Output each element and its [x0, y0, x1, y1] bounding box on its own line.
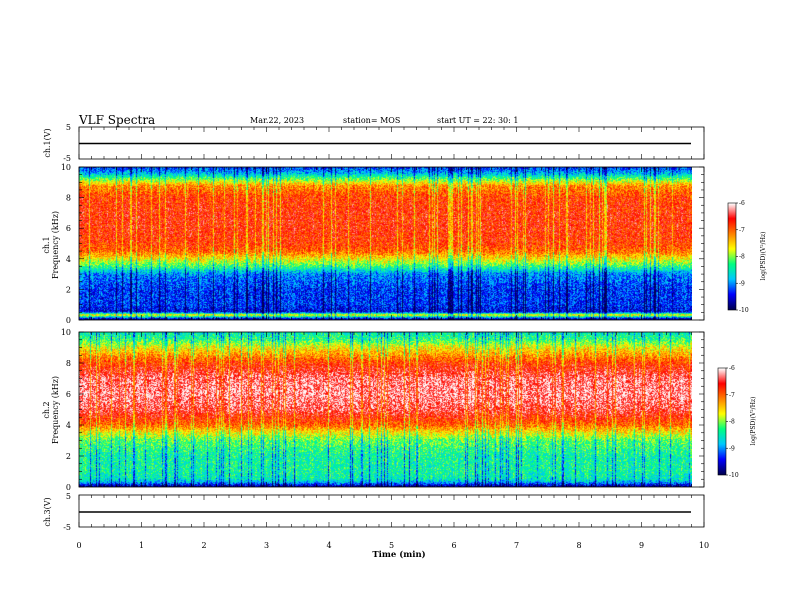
ch2-colorbar-tick-label: -7 [729, 392, 735, 399]
ch1-spectrogram-ytick-label: 8 [66, 194, 71, 203]
ch3-ytick-top: 5 [66, 492, 71, 501]
ch1-colorbar [728, 203, 736, 310]
ch1-colorbar-tick-label: -7 [739, 227, 745, 234]
ch2-spectrogram-channel-label: ch.2 [42, 401, 51, 418]
ch1-ytick-top: 5 [66, 123, 71, 132]
ch1-colorbar-label: log(PSD)(V²/Hz) [760, 232, 767, 281]
ch1-colorbar-tick-label: -10 [739, 307, 749, 314]
ch1-spectrogram-ytick-label: 4 [66, 255, 71, 264]
figure-title: VLF Spectra [78, 113, 155, 127]
ch2-spectrogram-ticks [78, 331, 705, 488]
ch3-ytick-bottom: -5 [63, 523, 71, 532]
ch2-colorbar-tick-label: -10 [729, 472, 739, 479]
ch2-colorbar-tick-label: -8 [729, 419, 735, 426]
time-tick-label: 4 [326, 541, 331, 550]
time-tick-label: 8 [576, 541, 581, 550]
ch1-colorbar-tick-label: -6 [739, 200, 745, 207]
ch2-spectrogram-yticklabels: 0 2 4 6 8 10 [61, 328, 71, 492]
ch2-colorbar-tick-label: -9 [729, 445, 735, 452]
ch2-spectrogram-ytick-label: 10 [61, 328, 71, 337]
ch1-colorbar-tick-label: -8 [739, 254, 745, 261]
ch2-spectrogram-ytick-label: 6 [66, 390, 71, 399]
start-time-label: start UT = 22: 30: 1 [437, 116, 518, 125]
ch3-waveform-panel: 5 -5 ch.3(V) 0 1 2 3 4 5 6 7 8 9 10 Time (min) [43, 492, 709, 560]
ch3-waveform-ylabel: ch.3(V) [43, 497, 52, 526]
ch1-spectrogram-panel: 0 2 4 6 8 10 ch.1 Frequency (kHz) -6 -7 -8 -9 -10… [42, 163, 767, 325]
time-tick-label: 5 [389, 541, 394, 550]
ch2-colorbar [718, 368, 726, 475]
ch2-colorbar-tick-label: -6 [729, 365, 735, 372]
ch2-spectrogram-ylabel: Frequency (kHz) [51, 376, 60, 444]
ch1-colorbar-ticks: -6 -7 -8 -9 -10 [736, 200, 749, 314]
ch3-waveform-ticks [78, 495, 705, 527]
time-tick-label: 3 [264, 541, 269, 550]
ch2-colorbar-ticks: -6 -7 -8 -9 -10 [726, 365, 739, 479]
station-label: station= MOS [343, 116, 400, 125]
ch1-spectrogram-ylabel: Frequency (kHz) [51, 211, 60, 279]
ch2-spectrogram-ytick-label: 8 [66, 359, 71, 368]
ch1-waveform-panel: 5 -5 ch.1(V) [43, 123, 705, 163]
date-label: Mar.22, 2023 [250, 116, 304, 125]
time-tick-label: 1 [139, 541, 144, 550]
ch1-spectrogram-channel-label: ch.1 [42, 236, 51, 253]
ch1-spectrogram-ytick-label: 10 [61, 163, 71, 172]
ch1-spectrogram-ticks [78, 166, 705, 321]
ch1-waveform-ticks [78, 127, 705, 159]
ch2-spectrogram-image [79, 332, 692, 487]
ch2-spectrogram-ytick-label: 2 [66, 452, 71, 461]
ch1-spectrogram-image [79, 167, 692, 320]
ch2-spectrogram-ytick-label: 4 [66, 421, 71, 430]
ch1-colorbar-tick-label: -9 [739, 280, 745, 287]
time-tick-label: 7 [514, 541, 519, 550]
time-tick-label: 9 [639, 541, 644, 550]
ch2-spectrogram-panel: 0 2 4 6 8 10 ch.2 Frequency (kHz) -6 -7 -8 -9 -10… [42, 328, 757, 492]
ch1-ytick-bottom: -5 [63, 154, 71, 163]
ch2-spectrogram-ytick-label: 0 [66, 483, 71, 492]
ch1-spectrogram-yticklabels: 0 2 4 6 8 10 [61, 163, 71, 325]
time-tick-label: 6 [451, 541, 456, 550]
ch1-spectrogram-ytick-label: 0 [66, 316, 71, 325]
time-axis-ticklabels: 0 1 2 3 4 5 6 7 8 9 10 [76, 541, 709, 550]
ch1-waveform-ylabel: ch.1(V) [43, 128, 52, 157]
time-tick-label: 10 [699, 541, 709, 550]
ch1-spectrogram-ytick-label: 2 [66, 285, 71, 294]
time-tick-label: 0 [76, 541, 81, 550]
ch1-spectrogram-ytick-label: 6 [66, 224, 71, 233]
ch2-colorbar-label: log(PSD)(V²/Hz) [750, 397, 757, 446]
time-axis-label: Time (min) [372, 549, 425, 560]
time-tick-label: 2 [201, 541, 206, 550]
